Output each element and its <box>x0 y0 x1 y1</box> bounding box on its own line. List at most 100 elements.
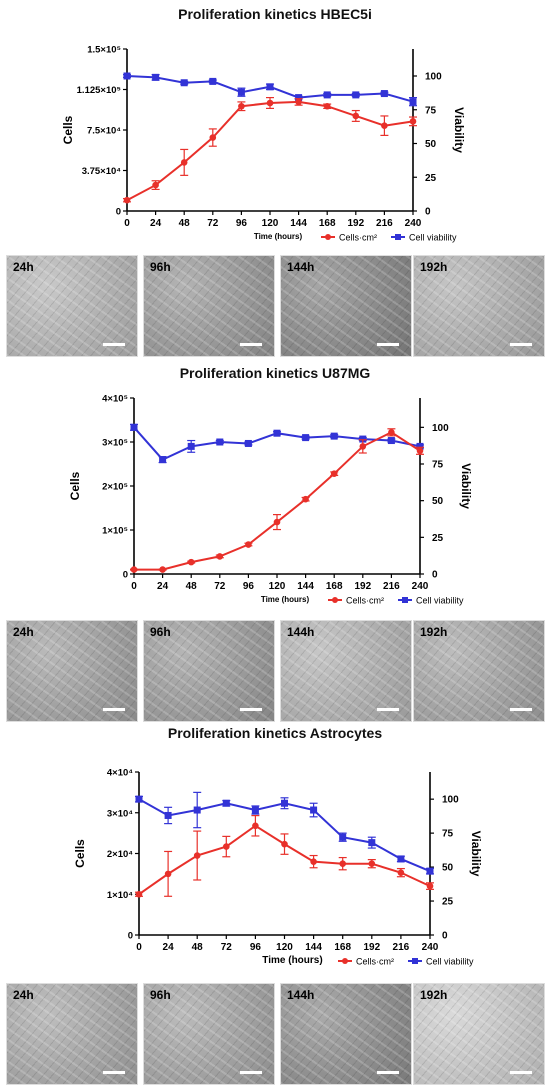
data-point-cells <box>187 558 195 566</box>
data-point-cells <box>330 470 338 477</box>
chart-title-hbec5i: Proliferation kinetics HBEC5i <box>178 6 372 22</box>
left-y-tick-label: 0 <box>116 207 121 218</box>
legend-label-cells: Cells·cm² <box>346 596 384 606</box>
x-tick-label: 72 <box>207 218 219 229</box>
x-tick-label: 24 <box>157 581 169 592</box>
right-y-tick-label: 50 <box>432 496 444 507</box>
x-tick-label: 216 <box>376 218 393 229</box>
data-point-viability <box>323 91 331 99</box>
micrograph-time-label: 192h <box>420 988 448 1002</box>
data-point-viability <box>416 442 424 450</box>
micrograph-time-label: 24h <box>13 988 34 1002</box>
micrograph-time-label: 24h <box>13 625 34 639</box>
data-point-cells <box>359 443 367 450</box>
data-point-cells <box>159 566 166 573</box>
legend-label-viability: Cell viability <box>416 596 464 606</box>
data-point-viability <box>209 77 217 85</box>
scale-bar <box>240 708 262 711</box>
legend-marker-viability <box>412 958 418 964</box>
micrograph-24h: 24h <box>6 255 138 357</box>
left-y-axis-title: Cells <box>73 839 87 868</box>
legend-label-viability: Cell viability <box>409 233 457 243</box>
x-tick-label: 216 <box>393 942 410 953</box>
data-point-viability <box>380 90 388 98</box>
data-point-viability <box>387 437 395 445</box>
x-tick-label: 48 <box>179 218 191 229</box>
micrograph-texture <box>7 984 137 1084</box>
data-point-viability <box>397 855 405 863</box>
x-tick-label: 96 <box>250 942 262 953</box>
data-point-cells <box>426 882 434 890</box>
data-point-viability <box>123 72 131 80</box>
right-y-axis-title: Viability <box>469 831 483 877</box>
data-point-cells <box>302 495 309 503</box>
data-point-viability <box>193 806 201 814</box>
data-point-viability <box>237 88 245 96</box>
left-y-tick-label: 0 <box>128 931 133 942</box>
right-y-tick-label: 0 <box>425 207 431 218</box>
micrograph-texture <box>414 256 544 356</box>
micrograph-time-label: 96h <box>150 260 171 274</box>
x-tick-label: 24 <box>150 218 162 229</box>
micrograph-texture <box>7 621 137 721</box>
data-point-viability <box>130 423 138 431</box>
data-point-cells <box>266 99 274 107</box>
micrograph-144h: 144h <box>280 620 412 722</box>
micrograph-texture <box>281 984 411 1084</box>
x-axis-title: Time (hours) <box>262 955 322 966</box>
data-point-viability <box>273 429 281 437</box>
data-point-cells <box>180 159 188 166</box>
micrograph-texture <box>144 256 274 356</box>
x-tick-label: 168 <box>319 218 336 229</box>
x-tick-label: 120 <box>262 218 279 229</box>
data-point-cells <box>352 112 360 120</box>
left-y-axis-title: Cells <box>68 471 82 500</box>
right-y-tick-label: 100 <box>442 795 459 806</box>
data-point-viability <box>409 98 417 106</box>
x-tick-label: 0 <box>136 942 142 953</box>
scale-bar <box>510 1071 532 1074</box>
data-point-viability <box>330 432 338 440</box>
right-y-axis-title: Viability <box>452 107 466 153</box>
data-point-viability <box>251 806 259 814</box>
legend-marker-viability <box>395 234 401 240</box>
right-y-tick-label: 50 <box>425 139 437 150</box>
data-point-viability <box>266 83 274 91</box>
legend-label-cells: Cells·cm² <box>339 233 377 243</box>
left-y-axis-title: Cells <box>61 115 75 144</box>
micrograph-time-label: 144h <box>287 988 315 1002</box>
scale-bar <box>240 343 262 346</box>
right-y-tick-label: 0 <box>442 931 448 942</box>
right-y-axis-title: Viability <box>459 463 473 509</box>
data-point-viability <box>180 79 188 87</box>
micrograph-time-label: 96h <box>150 988 171 1002</box>
data-point-cells <box>339 860 347 867</box>
x-tick-label: 192 <box>347 218 364 229</box>
hbec5i-proliferation-chart: 0 24 48 72 96 120 144 168 192 216 24003.75×10⁴7.5×… <box>61 45 466 243</box>
x-tick-label: 48 <box>192 942 204 953</box>
legend-marker-cells <box>325 234 331 240</box>
x-tick-label: 192 <box>363 942 380 953</box>
x-tick-label: 216 <box>383 581 400 592</box>
data-point-viability <box>368 839 376 847</box>
scale-bar <box>240 1071 262 1074</box>
micrograph-time-label: 96h <box>150 625 171 639</box>
data-point-cells <box>381 122 388 129</box>
left-y-tick-label: 4×10⁴ <box>107 768 133 779</box>
legend-marker-viability <box>402 597 408 603</box>
micrograph-192h: 192h <box>413 620 545 722</box>
left-y-tick-label: 1.5×10⁵ <box>87 45 121 56</box>
x-tick-label: 120 <box>276 942 293 953</box>
data-point-cells <box>216 553 224 560</box>
series-line-cells <box>126 100 414 202</box>
data-point-cells <box>295 98 302 106</box>
data-point-viability <box>216 438 224 446</box>
micrograph-texture <box>144 621 274 721</box>
right-y-tick-label: 25 <box>432 533 444 544</box>
u87mg-proliferation-chart: 0 24 48 72 96 120 144 168 192 216 24001×10⁵2×10⁵3×… <box>68 394 473 606</box>
scale-bar <box>103 343 125 346</box>
micrograph-24h: 24h <box>6 620 138 722</box>
data-point-cells <box>281 840 288 848</box>
data-point-viability <box>310 806 318 814</box>
data-point-cells <box>409 118 417 125</box>
